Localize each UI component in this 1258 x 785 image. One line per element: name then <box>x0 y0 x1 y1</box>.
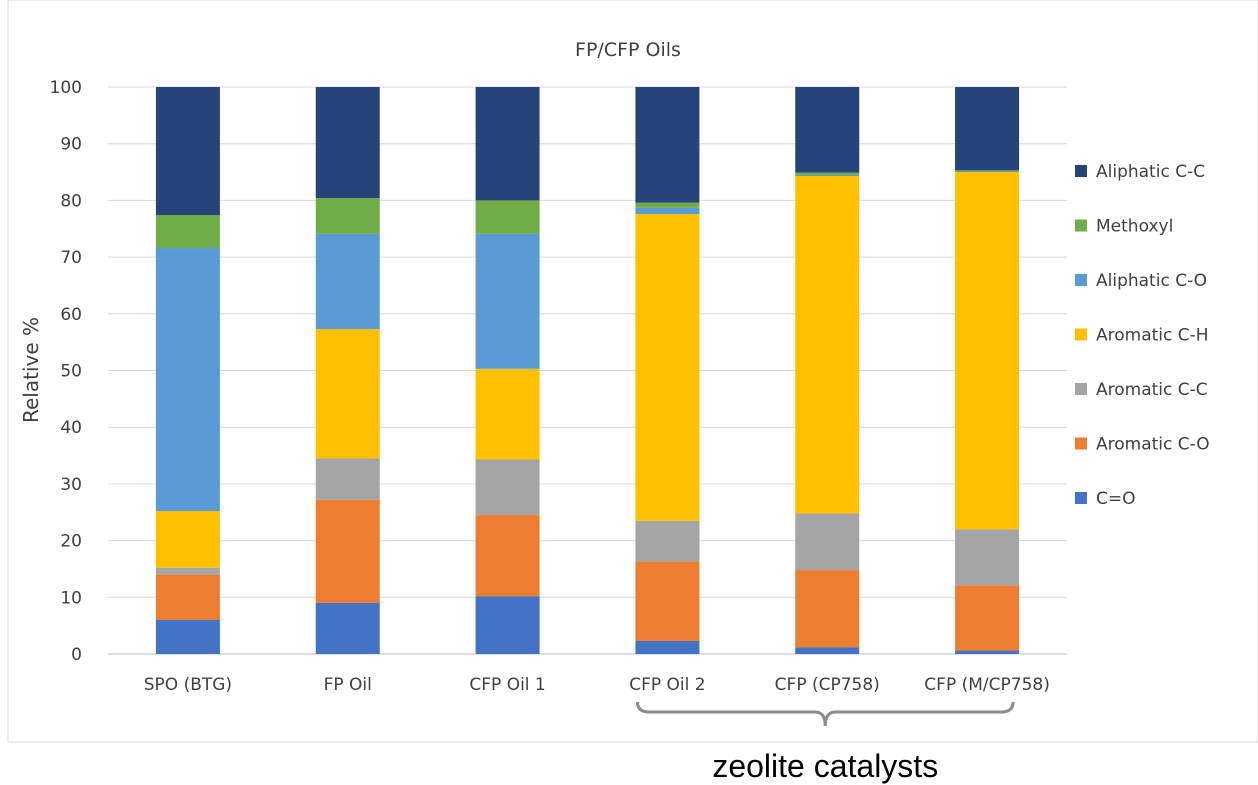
bar-segment <box>475 596 540 654</box>
y-tick-label: 60 <box>60 305 82 325</box>
y-tick-label: 70 <box>60 248 82 268</box>
bar-segment <box>635 561 700 641</box>
bar-segment <box>155 215 220 249</box>
bar-segment <box>635 207 700 215</box>
bar-segment <box>795 513 860 571</box>
y-tick-label: 20 <box>60 532 82 552</box>
bar-segment <box>315 329 380 459</box>
y-tick-label: 80 <box>60 191 82 211</box>
x-tick-label: SPO (BTG) <box>144 675 232 695</box>
y-axis-label: Relative % <box>19 317 43 423</box>
bar-segment <box>475 368 540 460</box>
legend-label: Methoxyl <box>1096 217 1173 237</box>
gridlines <box>108 86 1067 655</box>
legend-label: Aromatic C-C <box>1096 380 1208 400</box>
legend-swatch <box>1075 274 1087 286</box>
bar-segment <box>955 650 1020 654</box>
legend-swatch <box>1075 328 1087 341</box>
y-tick-label: 40 <box>60 418 82 438</box>
bar-segment <box>795 172 860 175</box>
chart-title: FP/CFP Oils <box>575 39 681 61</box>
bar-segment <box>955 171 1020 173</box>
legend-swatch <box>1075 219 1087 232</box>
bar-segment <box>155 567 220 575</box>
bars <box>155 87 1020 654</box>
bar-segment <box>315 87 380 199</box>
bar-segment <box>155 511 220 568</box>
bar-segment <box>795 647 860 654</box>
bar-segment <box>155 574 220 620</box>
bar-segment <box>635 640 700 654</box>
bar-segment <box>955 172 1020 530</box>
y-tick-label: 0 <box>71 645 82 665</box>
bar-segment <box>475 515 540 597</box>
x-tick-label: CFP (CP758) <box>775 675 880 695</box>
legend-swatch <box>1075 492 1087 504</box>
legend-label: Aliphatic C-C <box>1096 162 1205 182</box>
legend: Aliphatic C-C Methoxyl Aliphatic C-O Aromat… <box>1075 162 1210 509</box>
y-tick-label: 100 <box>50 78 82 98</box>
y-tick-label: 90 <box>60 135 82 155</box>
bar-segment <box>795 87 860 173</box>
bar-segment <box>955 170 1020 172</box>
bar-segment <box>955 585 1020 651</box>
bar-segment <box>155 619 220 654</box>
x-tick-label: CFP Oil 1 <box>469 675 545 695</box>
y-tick-label: 10 <box>60 588 82 608</box>
bar-segment <box>635 214 700 521</box>
bar-segment <box>955 529 1020 586</box>
bar-segment <box>955 87 1020 171</box>
legend-swatch <box>1075 165 1087 177</box>
bar-segment <box>475 200 540 234</box>
x-tick-label: CFP (M/CP758) <box>924 675 1050 695</box>
legend-label: Aliphatic C-O <box>1096 271 1207 291</box>
bar-segment <box>155 248 220 512</box>
bar-segment <box>315 458 380 500</box>
legend-label: Aromatic C-H <box>1096 326 1209 346</box>
bar-segment <box>795 176 860 514</box>
bar-segment <box>315 602 380 654</box>
legend-label: C=O <box>1096 489 1136 509</box>
bar-segment <box>315 233 380 330</box>
zeolite-bracket <box>635 701 1015 727</box>
legend-swatch <box>1075 437 1087 450</box>
bar-segment <box>475 233 540 369</box>
x-axis-ticks: SPO (BTG) FP Oil CFP Oil 1 CFP Oil 2 CFP (CP… <box>144 675 1050 695</box>
legend-label: Aromatic C-O <box>1096 435 1210 455</box>
bar-segment <box>475 87 540 201</box>
x-tick-label: CFP Oil 2 <box>629 675 705 695</box>
bar-segment <box>795 570 860 648</box>
bar-segment <box>155 87 220 216</box>
bar-segment <box>635 87 700 203</box>
bar-segment <box>635 520 700 562</box>
y-tick-label: 50 <box>60 362 82 382</box>
y-axis-ticks: 0 10 20 30 40 50 60 70 80 90 100 <box>50 78 82 665</box>
bar-segment <box>315 198 380 234</box>
x-tick-label: FP Oil <box>324 675 372 695</box>
y-tick-label: 30 <box>60 475 82 495</box>
bar-segment <box>635 202 700 208</box>
zeolite-annotation: zeolite catalysts <box>712 748 938 784</box>
legend-swatch <box>1075 383 1087 395</box>
bar-segment <box>315 499 380 603</box>
bar-segment <box>795 174 860 177</box>
bar-segment <box>475 459 540 516</box>
